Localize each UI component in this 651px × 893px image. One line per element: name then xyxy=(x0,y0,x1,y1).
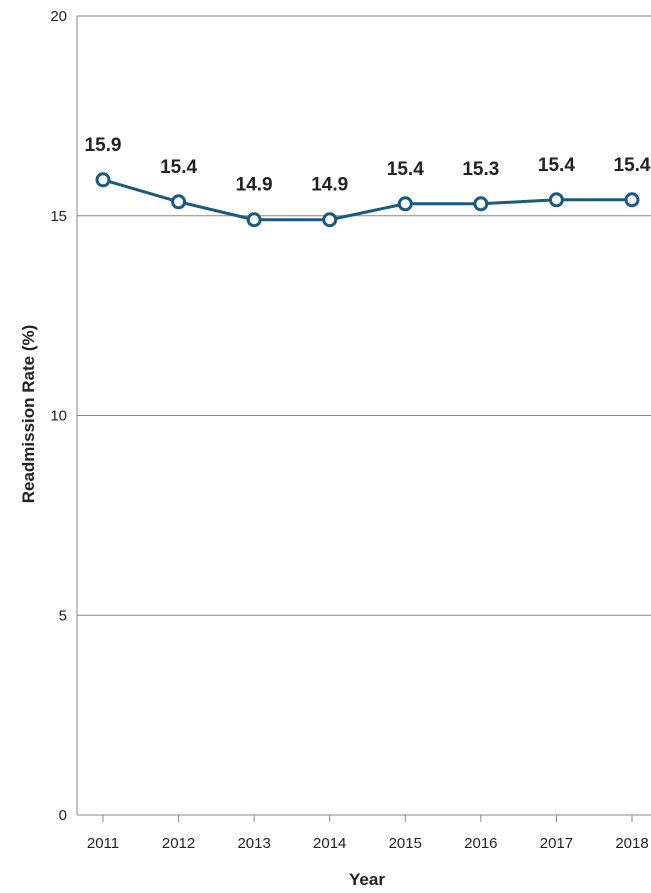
x-axis-title: Year xyxy=(349,870,385,889)
y-tick-label-20: 20 xyxy=(50,8,67,25)
data-labels: 15.9 15.4 14.9 14.9 15.4 15.3 15.4 15.4 xyxy=(85,135,651,196)
y-tick-label-0: 0 xyxy=(59,807,67,824)
data-point-2011 xyxy=(95,172,111,188)
y-tick-label-10: 10 xyxy=(50,408,67,425)
y-tick-label-5: 5 xyxy=(59,607,67,624)
x-tick-labels: 2011 2012 2013 2014 2015 2016 2017 2018 xyxy=(87,835,649,852)
data-label-2012: 15.4 xyxy=(160,157,197,178)
data-label-2011: 15.9 xyxy=(85,135,122,156)
axes xyxy=(76,16,651,822)
data-series xyxy=(95,172,640,228)
data-point-2018 xyxy=(624,192,640,208)
data-label-2015: 15.4 xyxy=(387,159,424,180)
x-tick-label-2015: 2015 xyxy=(389,835,422,852)
data-label-2017: 15.4 xyxy=(538,155,575,176)
x-tick-label-2012: 2012 xyxy=(162,835,195,852)
x-tick-label-2014: 2014 xyxy=(313,835,346,852)
series-line xyxy=(102,178,632,222)
data-point-2014 xyxy=(322,212,338,228)
data-label-2016: 15.3 xyxy=(462,159,499,180)
data-point-2015 xyxy=(397,196,413,212)
data-point-2013 xyxy=(246,212,262,228)
data-point-2016 xyxy=(473,196,489,212)
x-tick-label-2016: 2016 xyxy=(464,835,497,852)
gridlines xyxy=(77,15,651,616)
data-label-2013: 14.9 xyxy=(236,175,273,196)
y-axis-title: Readmission Rate (%) xyxy=(19,325,38,504)
x-tick-label-2011: 2011 xyxy=(87,835,119,852)
data-label-2014: 14.9 xyxy=(311,175,348,196)
y-tick-label-15: 15 xyxy=(50,208,67,225)
data-label-2018: 15.4 xyxy=(614,155,651,176)
x-tick-label-2017: 2017 xyxy=(540,835,573,852)
x-tick-label-2018: 2018 xyxy=(615,835,648,852)
x-tick-label-2013: 2013 xyxy=(237,835,270,852)
data-point-2012 xyxy=(171,194,187,210)
y-tick-labels: 0 5 10 15 20 xyxy=(50,8,67,824)
data-point-2017 xyxy=(548,192,564,208)
